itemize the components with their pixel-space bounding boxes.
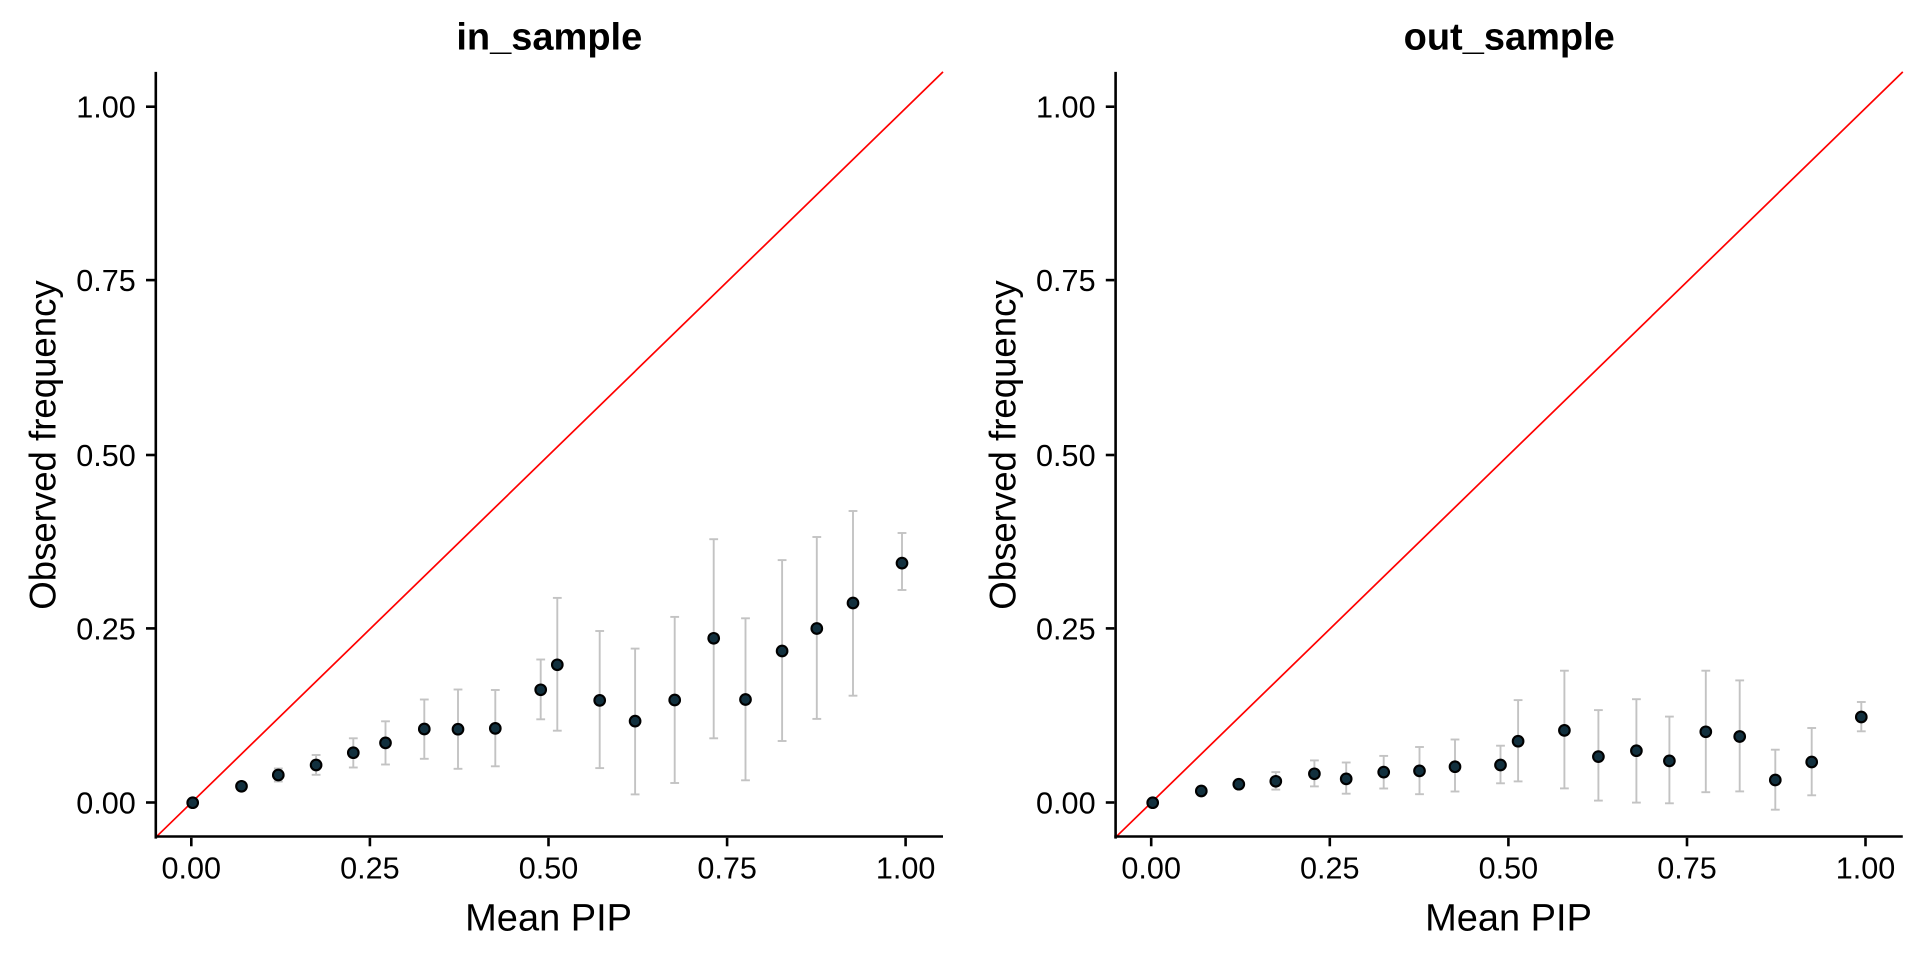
svg-text:0.75: 0.75	[1036, 264, 1096, 298]
svg-text:out_sample: out_sample	[1404, 17, 1615, 59]
svg-text:Mean PIP: Mean PIP	[1425, 898, 1592, 940]
svg-text:1.00: 1.00	[1836, 851, 1896, 885]
svg-text:0.50: 0.50	[519, 851, 579, 885]
svg-text:1.00: 1.00	[876, 851, 936, 885]
svg-text:Mean PIP: Mean PIP	[465, 898, 632, 940]
svg-text:Observed frequency: Observed frequency	[982, 280, 1023, 610]
svg-text:0.00: 0.00	[76, 787, 136, 821]
svg-text:0.25: 0.25	[1036, 612, 1096, 646]
svg-text:0.75: 0.75	[76, 264, 136, 298]
svg-text:0.00: 0.00	[1036, 787, 1096, 821]
svg-text:0.75: 0.75	[697, 851, 757, 885]
svg-text:0.00: 0.00	[1121, 851, 1181, 885]
svg-text:0.25: 0.25	[76, 612, 136, 646]
svg-text:in_sample: in_sample	[456, 17, 642, 59]
svg-text:0.50: 0.50	[1036, 439, 1096, 473]
svg-text:0.50: 0.50	[1479, 851, 1539, 885]
svg-text:1.00: 1.00	[76, 91, 136, 125]
svg-text:0.25: 0.25	[340, 851, 400, 885]
svg-text:0.25: 0.25	[1300, 851, 1360, 885]
svg-text:0.00: 0.00	[162, 851, 222, 885]
svg-text:0.75: 0.75	[1657, 851, 1717, 885]
svg-text:0.50: 0.50	[76, 439, 136, 473]
svg-text:Observed frequency: Observed frequency	[23, 280, 64, 610]
svg-text:1.00: 1.00	[1036, 91, 1096, 125]
